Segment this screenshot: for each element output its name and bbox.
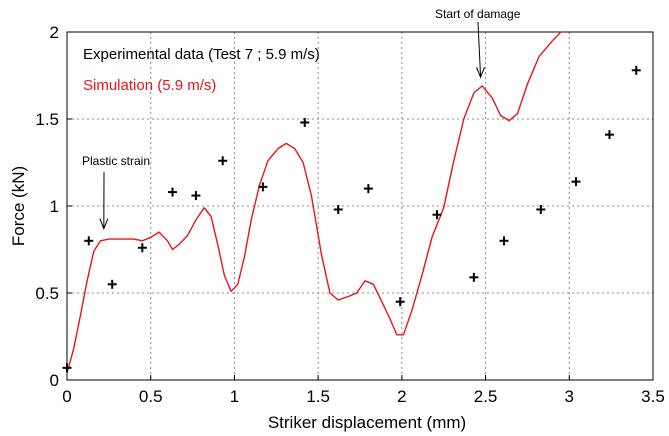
experimental-point [191,191,201,201]
x-tick-label: 0 [62,387,71,406]
y-tick-label: 2 [50,23,59,42]
simulation-line [66,31,562,374]
annotations: Plastic strain Start of damage [82,7,521,230]
experimental-point [604,130,614,140]
y-axis-label: Force (kN) [9,166,28,246]
annotation-plastic-strain: Plastic strain [82,154,150,168]
x-tick-label: 3 [565,387,574,406]
experimental-point [333,204,343,214]
experimental-point [107,279,117,289]
y-tick-label: 0 [50,371,59,390]
experimental-point [137,243,147,253]
annotation-arrow [476,21,486,79]
y-tick-label: 0.5 [35,284,59,303]
y-tick-label: 1.5 [35,110,59,129]
experimental-point [62,363,72,373]
x-tick-label: 0.5 [139,387,163,406]
x-tick-label: 1.5 [306,387,330,406]
legend-experimental: Experimental data (Test 7 ; 5.9 m/s) [83,46,320,63]
simulation-series [66,31,562,374]
y-tick-label: 1 [50,197,59,216]
annotation-start-of-damage: Start of damage [435,7,521,21]
experimental-point [395,297,405,307]
legend: Experimental data (Test 7 ; 5.9 m/s) Sim… [83,46,320,94]
experimental-point [300,117,310,127]
x-tick-label: 3.5 [641,387,665,406]
grid [66,31,654,381]
experimental-point [536,204,546,214]
experimental-series [62,65,641,373]
plot-frame [66,31,654,381]
x-tick-label: 1 [230,387,239,406]
experimental-point [631,65,641,75]
experimental-point [432,210,442,220]
legend-simulation: Simulation (5.9 m/s) [83,77,216,94]
experimental-point [363,184,373,194]
experimental-point [258,182,268,192]
x-tick-label: 2.5 [474,387,498,406]
experimental-point [499,236,509,246]
x-tick-label: 2 [397,387,406,406]
experimental-point [218,156,228,166]
experimental-point [469,272,479,282]
annotation-arrow [99,171,109,230]
x-axis-label: Striker displacement (mm) [268,413,466,432]
experimental-point [84,236,94,246]
tick-labels: 0 0.5 1 1.5 2 2.5 3 3.5 0 0.5 1 1.5 2 [35,23,664,406]
experimental-point [167,187,177,197]
experimental-point [571,177,581,187]
